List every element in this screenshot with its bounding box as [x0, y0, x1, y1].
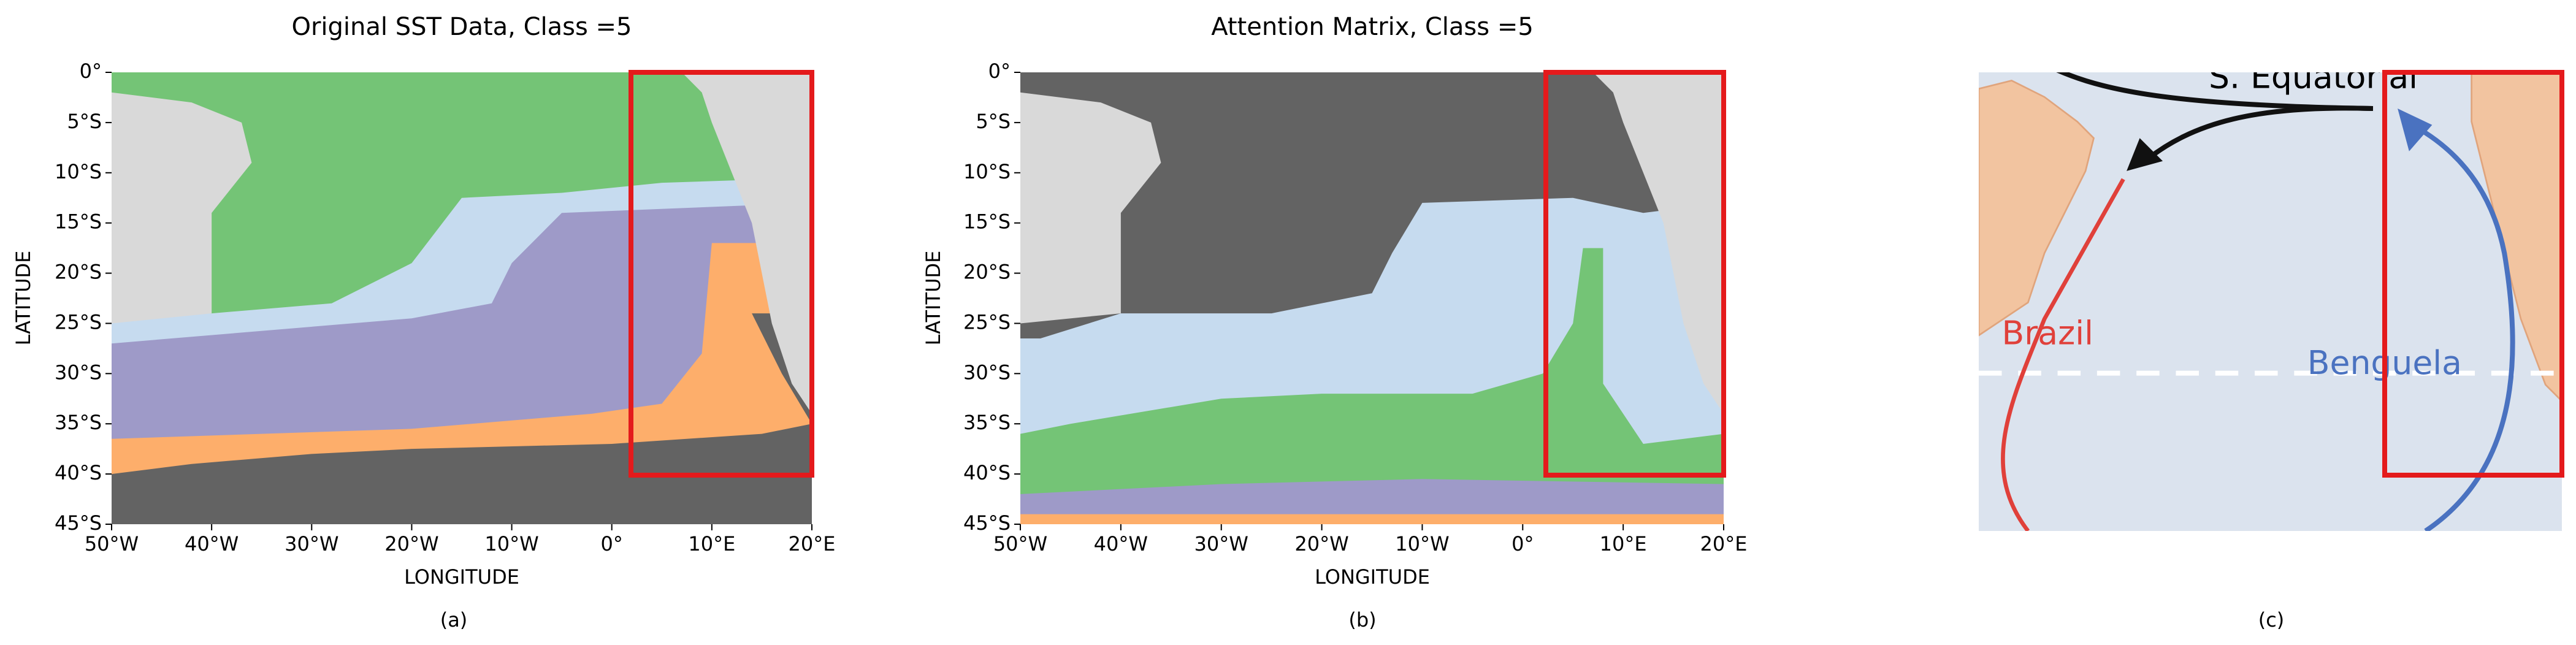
- x-tick-label: 10°W: [484, 532, 538, 555]
- y-tick-label: 45°S: [963, 511, 1011, 535]
- current-map: S. Equatorial Brazil Benguela: [1979, 72, 2562, 531]
- y-tick-label: 0°: [80, 59, 102, 83]
- x-tick-label: 20°W: [1294, 532, 1348, 555]
- y-tick-label: 25°S: [963, 310, 1011, 334]
- y-tick-label: 15°S: [55, 210, 102, 234]
- highlight-box: [629, 70, 814, 478]
- x-tick-label: 0°: [1512, 532, 1534, 555]
- y-tick-label: 5°S: [976, 110, 1011, 133]
- y-axis-label: LATITUDE: [922, 251, 945, 346]
- y-axis-label: LATITUDE: [12, 251, 35, 346]
- y-tick-label: 15°S: [963, 210, 1011, 234]
- caption: (c): [2258, 608, 2285, 632]
- y-tick-label: 5°S: [67, 110, 102, 133]
- y-tick-label: 30°S: [963, 361, 1011, 384]
- x-tick-label: 50°W: [85, 532, 139, 555]
- y-tick-label: 35°S: [55, 411, 102, 434]
- x-axis-label: LONGITUDE: [404, 565, 519, 589]
- highlight-box: [2382, 70, 2564, 478]
- y-tick-label: 20°S: [963, 261, 1011, 284]
- x-tick-label: 30°W: [1194, 532, 1248, 555]
- x-tick-label: 20°E: [1700, 532, 1748, 555]
- x-axis-label: LONGITUDE: [1315, 565, 1430, 589]
- x-tick-label: 10°E: [1600, 532, 1647, 555]
- caption: (a): [440, 608, 468, 632]
- y-tick-label: 25°S: [55, 310, 102, 334]
- x-tick-label: 40°W: [185, 532, 239, 555]
- x-tick-label: 10°E: [688, 532, 735, 555]
- x-tick-label: 10°W: [1395, 532, 1449, 555]
- y-tick-label: 45°S: [55, 511, 102, 535]
- map-a: [112, 72, 812, 524]
- current-label: Brazil: [2002, 314, 2093, 353]
- x-tick-label: 0°: [601, 532, 623, 555]
- y-tick-label: 35°S: [963, 411, 1011, 434]
- x-tick-label: 20°E: [789, 532, 836, 555]
- y-tick-label: 40°S: [963, 461, 1011, 484]
- y-tick-label: 10°S: [55, 160, 102, 183]
- x-tick-label: 40°W: [1094, 532, 1148, 555]
- caption: (b): [1348, 608, 1376, 632]
- highlight-box: [1543, 70, 1726, 478]
- y-tick-label: 20°S: [55, 261, 102, 284]
- panel-title: Original SST Data, Class =5: [291, 13, 632, 41]
- x-tick-label: 50°W: [993, 532, 1047, 555]
- x-tick-label: 20°W: [384, 532, 438, 555]
- x-tick-label: 30°W: [285, 532, 338, 555]
- y-tick-label: 40°S: [55, 461, 102, 484]
- y-tick-label: 0°: [988, 59, 1011, 83]
- panel-title: Attention Matrix, Class =5: [1211, 13, 1534, 41]
- map-b: [1020, 72, 1724, 524]
- y-tick-label: 10°S: [963, 160, 1011, 183]
- y-tick-label: 30°S: [55, 361, 102, 384]
